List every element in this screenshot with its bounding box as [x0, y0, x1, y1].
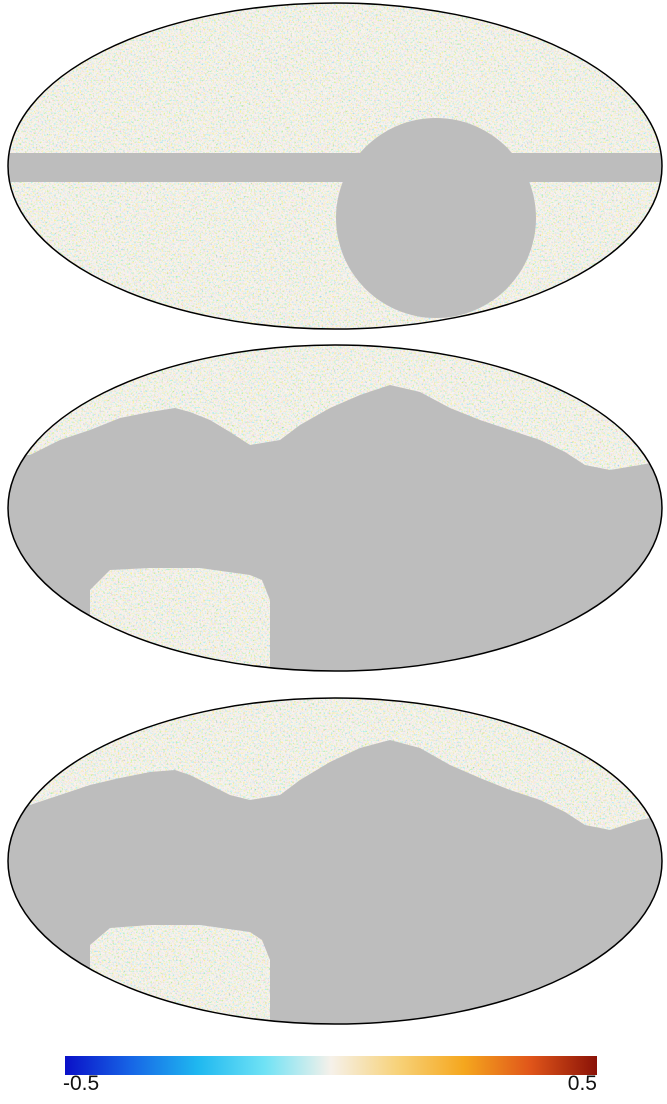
- map-outline: [7, 697, 663, 1025]
- mask-region: [8, 118, 662, 318]
- map-outline: [7, 344, 663, 672]
- colorbar: [65, 1056, 597, 1075]
- map-2: [7, 344, 663, 672]
- map-outline: [7, 2, 663, 330]
- colorbar-max-label: 0.5: [567, 1072, 597, 1095]
- mask-region: [8, 740, 662, 1024]
- colorbar-min-label: -0.5: [63, 1072, 100, 1095]
- map-3: [7, 697, 663, 1025]
- sky-maps: [7, 2, 663, 1025]
- mask-region: [8, 385, 662, 671]
- map-1: [7, 2, 663, 330]
